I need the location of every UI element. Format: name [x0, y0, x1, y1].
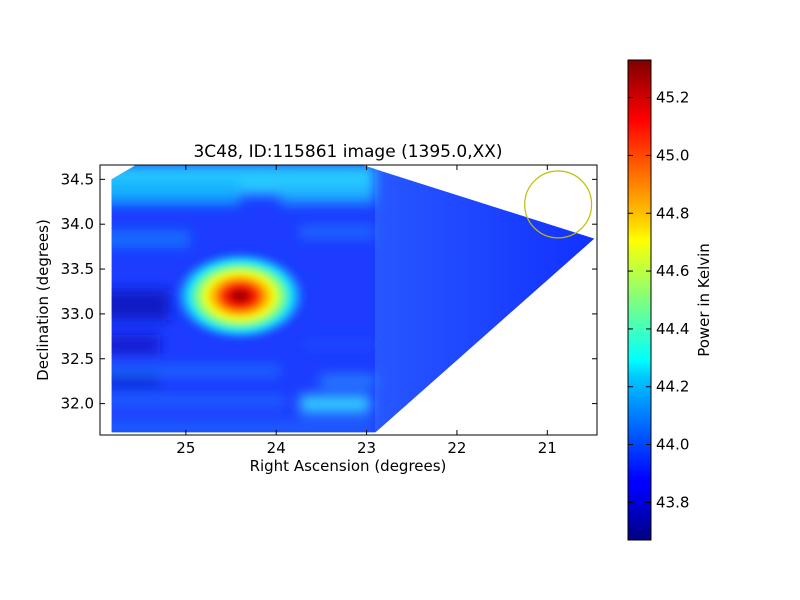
y-tick-label: 32.0 [61, 395, 94, 413]
x-tick-label: 24 [267, 439, 286, 457]
colorbar-tick-label: 44.8 [656, 204, 689, 222]
chart-title: 3C48, ID:115861 image (1395.0,XX) [193, 142, 502, 162]
colorbar-tick-label: 44.6 [656, 262, 689, 280]
noise-stripes [111, 165, 375, 433]
y-tick-label: 33.5 [61, 260, 94, 278]
x-tick-label: 25 [176, 439, 195, 457]
colorbar-ticks: 43.8 44.0 44.2 44.4 44.6 44.8 45.0 45.2 [628, 89, 689, 511]
annotation-circle [524, 170, 593, 239]
colorbar-tick-label: 43.8 [656, 493, 689, 511]
y-axis-ticks: 32.0 32.5 33.0 33.5 34.0 34.5 [61, 170, 597, 413]
colorbar-tick-label: 45.2 [656, 89, 689, 107]
colorbar-tick-label: 44.2 [656, 378, 689, 396]
y-tick-label: 34.5 [61, 170, 94, 188]
x-tick-label: 22 [447, 439, 466, 457]
x-axis-ticks: 25 24 23 22 21 [176, 165, 557, 457]
y-axis-label: Declination (degrees) [34, 219, 52, 381]
x-axis-label: Right Ascension (degrees) [250, 457, 447, 475]
colorbar-tick-label: 44.0 [656, 436, 689, 454]
source-emission [172, 249, 309, 342]
plot-area: 25 24 23 22 21 32.0 32.5 33.0 33.5 34.0 34.5 [61, 164, 598, 457]
colorbar-tick-label: 44.4 [656, 320, 689, 338]
y-tick-label: 34.0 [61, 215, 94, 233]
x-tick-label: 23 [357, 439, 376, 457]
colorbar-tick-label: 45.0 [656, 146, 689, 164]
x-tick-label: 21 [538, 439, 557, 457]
y-tick-label: 33.0 [61, 305, 94, 323]
colorbar-label: Power in Kelvin [695, 243, 713, 357]
y-tick-label: 32.5 [61, 350, 94, 368]
plot-frame [99, 164, 598, 436]
colorbar: 43.8 44.0 44.2 44.4 44.6 44.8 45.0 45.2 Power i… [627, 59, 713, 541]
colorbar-gradient [627, 59, 652, 541]
